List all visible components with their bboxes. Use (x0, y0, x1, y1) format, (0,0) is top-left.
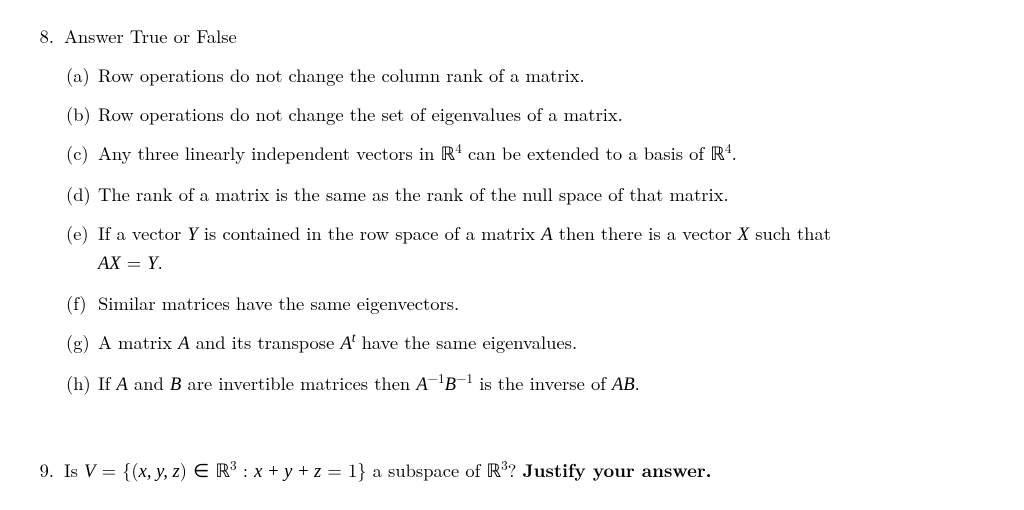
p9-in: ) ∈ (180, 457, 216, 483)
problem-8-title: Answer True or False (64, 24, 984, 49)
e-line1-mid: is contained in the row space of a matri… (198, 220, 542, 246)
p9-bold: Justify your answer. (523, 457, 712, 483)
subitem-c: (c) Any three linearly independent vecto… (64, 141, 984, 168)
h-neg1b: −1 (456, 368, 473, 387)
p9-eq: = {( (95, 457, 138, 483)
p9-q: ? (508, 457, 523, 483)
subitem-g-text: A matrix A and its transpose At have the… (98, 330, 984, 357)
c-pre: Any three linearly independent vectors i… (98, 140, 441, 166)
subitem-g: (g) A matrix A and its transpose At have… (64, 330, 984, 357)
p9-eq1: = 1} a subspace of (321, 457, 486, 483)
h-A: A (117, 375, 128, 395)
subitem-a-label: (a) (64, 63, 98, 88)
h-Binv: B (445, 375, 456, 395)
p9-sup3b: 3 (501, 455, 508, 474)
g-At: A (340, 334, 351, 354)
h-Ainv: A (416, 375, 427, 395)
e-line1-pre: If a vector (98, 220, 187, 246)
subitem-d-text: The rank of a matrix is the same as the … (98, 182, 984, 207)
problem-8-body: Answer True or False (a) Row operations … (64, 24, 984, 412)
h-post: . (635, 370, 640, 396)
subitem-f-text: Similar matrices have the same eigenvect… (98, 291, 984, 316)
e-Y1: Y (187, 225, 197, 245)
c-R4b: ℝ (710, 145, 725, 165)
e-AX: AX (98, 254, 121, 274)
h-mid2: is the inverse of (473, 370, 612, 396)
subitem-h-label: (h) (64, 371, 98, 398)
subitem-f: (f) Similar matrices have the same eigen… (64, 291, 984, 316)
subitem-d-label: (d) (64, 182, 98, 207)
h-B: B (170, 375, 181, 395)
problem-9-body: Is V = {(x, y, z) ∈ ℝ3 : x + y + z = 1} … (64, 458, 984, 485)
p9-expr: x + y + z (254, 462, 321, 482)
e-X1: X (738, 225, 749, 245)
subitem-e: (e) If a vector Y is contained in the ro… (64, 221, 984, 277)
problem-8: 8. Answer True or False (a) Row operatio… (28, 24, 984, 412)
g-post: have the same eigenvalues. (355, 329, 577, 355)
h-pre: If (98, 370, 117, 396)
p9-sup3: 3 (230, 455, 237, 474)
subitem-c-text: Any three linearly independent vectors i… (98, 141, 984, 168)
subitem-c-label: (c) (64, 141, 98, 168)
subitem-b-text: Row operations do not change the set of … (98, 102, 984, 127)
p9-xyz: x, y, z (139, 462, 180, 482)
e-eq: = (121, 249, 148, 275)
c-sup4b: 4 (725, 138, 732, 157)
subitem-b-label: (b) (64, 102, 98, 127)
subitem-f-label: (f) (64, 291, 98, 316)
e-Y2: Y (147, 254, 157, 274)
p9-pre: Is (64, 457, 84, 483)
subitem-h-text: If A and B are invertible matrices then … (98, 371, 984, 398)
subitem-e-label: (e) (64, 221, 98, 277)
g-pre: A matrix (98, 329, 178, 355)
problem-9-number: 9. (28, 458, 64, 485)
subitem-g-label: (g) (64, 330, 98, 357)
c-mid: can be extended to a basis of (462, 140, 710, 166)
e-A1: A (541, 225, 552, 245)
e-line1-post: such that (749, 220, 831, 246)
h-mid: are invertible matrices then (181, 370, 416, 396)
h-and: and (128, 370, 170, 396)
p9-V: V (84, 462, 95, 482)
c-sup4a: 4 (455, 138, 462, 157)
problem-8-number: 8. (28, 24, 64, 412)
e-post2: . (158, 249, 163, 275)
p9-colon: : (237, 457, 254, 483)
subitem-d: (d) The rank of a matrix is the same as … (64, 182, 984, 207)
h-AB: AB (612, 375, 635, 395)
h-neg1a: −1 (428, 368, 445, 387)
subitem-a-text: Row operations do not change the column … (98, 63, 984, 88)
c-R4a: ℝ (441, 145, 456, 165)
p9-R3: ℝ (215, 462, 230, 482)
e-line2: AX = Y. (98, 250, 984, 277)
e-line1-mid2: then there is a vector (553, 220, 738, 246)
g-mid: and its transpose (190, 329, 341, 355)
c-post: . (732, 140, 737, 166)
subitem-a: (a) Row operations do not change the col… (64, 63, 984, 88)
subitem-h: (h) If A and B are invertible matrices t… (64, 371, 984, 398)
problem-8-subitems: (a) Row operations do not change the col… (64, 63, 984, 398)
subitem-e-text: If a vector Y is contained in the row sp… (98, 221, 984, 277)
g-A: A (178, 334, 189, 354)
problem-9: 9. Is V = {(x, y, z) ∈ ℝ3 : x + y + z = … (28, 458, 984, 485)
p9-R3b: ℝ (486, 462, 501, 482)
subitem-b: (b) Row operations do not change the set… (64, 102, 984, 127)
